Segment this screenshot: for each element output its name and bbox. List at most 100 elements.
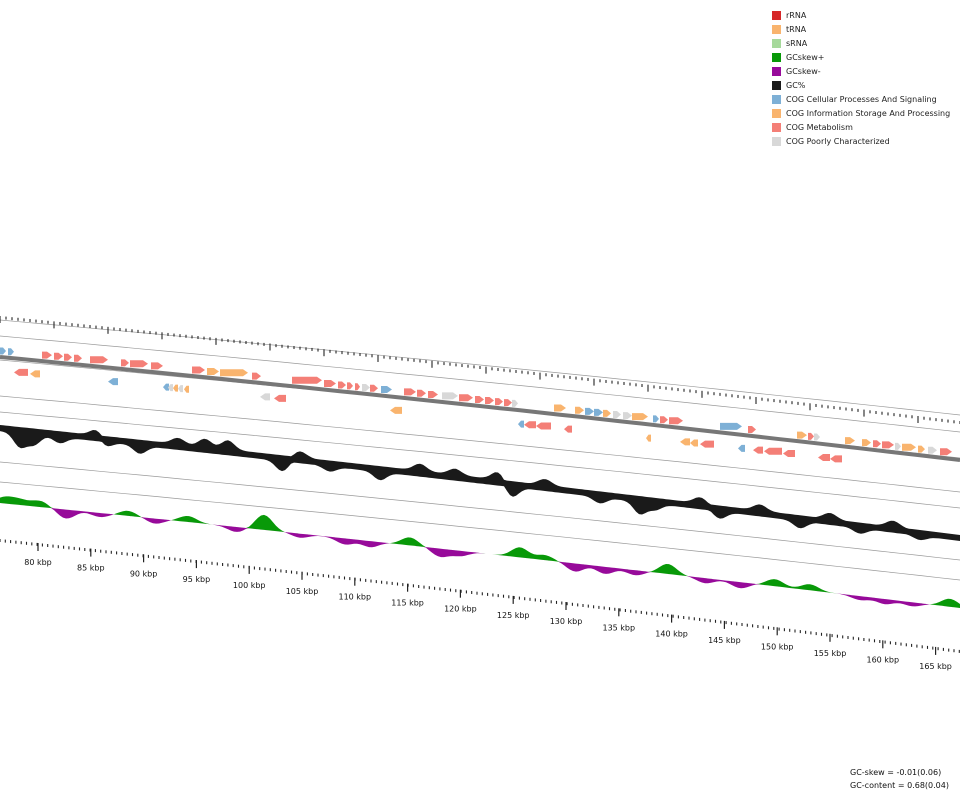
gene-feature <box>862 439 871 447</box>
gene-feature <box>485 397 494 404</box>
kbp-label: 80 kbp <box>24 558 52 567</box>
gene-feature <box>830 455 842 463</box>
gene-feature <box>882 441 894 449</box>
gene-feature <box>274 394 286 402</box>
kbp-label: 95 kbp <box>183 575 211 584</box>
kbp-label: 90 kbp <box>130 569 158 578</box>
gene-feature <box>404 388 416 396</box>
gene-feature <box>536 422 551 430</box>
gene-feature <box>632 413 648 421</box>
gene-feature <box>42 351 52 359</box>
gene-feature <box>151 362 163 370</box>
legend-swatch <box>772 136 781 146</box>
gene-feature <box>417 389 426 397</box>
gene-feature <box>64 353 72 361</box>
kbp-label: 115 kbp <box>391 599 424 608</box>
gene-feature <box>690 439 698 447</box>
gene-feature <box>585 407 594 415</box>
gene-feature <box>338 381 346 389</box>
gene-feature <box>902 443 916 451</box>
gene-feature <box>504 399 512 407</box>
gene-feature <box>362 384 370 391</box>
gene-feature <box>613 411 621 418</box>
guide-line <box>0 335 960 433</box>
legend-swatch <box>772 108 781 118</box>
legend-item-cog-information: COG Information Storage And Processing <box>772 106 950 120</box>
gene-feature <box>738 444 745 452</box>
legend-item-cog-cellular: COG Cellular Processes And Signaling <box>772 92 950 106</box>
gene-feature <box>623 412 632 420</box>
gene-feature <box>347 382 353 390</box>
legend-swatch <box>772 24 781 34</box>
gc-stats: GC-skew = -0.01(0.06) GC-content = 0.68(… <box>850 766 949 792</box>
backbone-line <box>0 355 960 462</box>
gene-feature <box>814 433 820 441</box>
kbp-label: 85 kbp <box>77 564 105 573</box>
legend-swatch <box>772 122 781 132</box>
gene-feature <box>428 391 438 398</box>
gene-feature <box>163 383 169 391</box>
legend-item-gcskew-plus: GCskew+ <box>772 50 950 64</box>
guide-line <box>0 395 960 493</box>
legend-item-gcskew-minus: GCskew- <box>772 64 950 78</box>
legend-swatch <box>772 80 781 90</box>
gene-feature <box>646 434 651 442</box>
legend-item-srna: sRNA <box>772 36 950 50</box>
gc-content-track <box>0 425 960 541</box>
gene-feature <box>564 425 572 433</box>
inner-ruler-ticks <box>0 539 960 655</box>
gene-feature <box>74 354 82 362</box>
gene-feature <box>918 445 925 453</box>
legend-label: COG Cellular Processes And Signaling <box>786 94 937 104</box>
gene-feature <box>603 409 611 417</box>
legend-item-rrna: rRNA <box>772 8 950 22</box>
gene-feature <box>680 438 690 446</box>
legend-label: GC% <box>786 80 806 90</box>
gene-feature <box>0 347 6 355</box>
legend-item-cog-metabolism: COG Metabolism <box>772 120 950 134</box>
gene-feature <box>554 404 566 412</box>
legend-label: GCskew- <box>786 66 821 76</box>
gene-feature <box>940 448 952 456</box>
gc-content-band <box>0 425 960 541</box>
gene-feature <box>895 442 901 450</box>
gene-feature <box>928 446 937 454</box>
gene-feature <box>594 408 603 416</box>
gene-feature <box>30 370 40 378</box>
gene-feature <box>168 384 173 392</box>
kbp-labels: 80 kbp 85 kbp 90 kbp 95 kbp 100 kbp 105 kbp 11… <box>24 558 952 671</box>
legend-label: COG Metabolism <box>786 122 853 132</box>
gene-feature <box>8 348 14 356</box>
feature-track <box>0 347 952 463</box>
gene-feature <box>220 369 248 377</box>
gene-feature <box>518 420 524 428</box>
guide-line <box>0 461 960 561</box>
gene-feature <box>324 380 336 387</box>
gene-feature <box>524 421 536 429</box>
gene-feature <box>54 352 63 360</box>
legend-swatch <box>772 66 781 76</box>
guide-line <box>0 319 960 416</box>
gene-feature <box>252 372 261 380</box>
legend-swatch <box>772 10 781 20</box>
kbp-label: 140 kbp <box>655 630 688 639</box>
kbp-label: 160 kbp <box>866 655 899 664</box>
kbp-label: 120 kbp <box>444 605 477 614</box>
gene-feature <box>700 440 714 448</box>
gene-feature <box>818 454 830 461</box>
gene-feature <box>184 385 189 393</box>
gene-feature <box>178 385 183 393</box>
gene-feature <box>764 447 782 455</box>
gene-feature <box>720 422 742 430</box>
gene-feature <box>653 415 659 423</box>
gene-feature <box>121 359 129 367</box>
gc-skew-track <box>0 496 960 608</box>
gene-feature <box>260 393 270 401</box>
legend-label: GCskew+ <box>786 52 825 62</box>
legend-label: sRNA <box>786 38 808 48</box>
gene-feature <box>90 356 108 364</box>
gene-feature <box>475 396 484 403</box>
legend-swatch <box>772 52 781 62</box>
gene-feature <box>845 437 855 445</box>
